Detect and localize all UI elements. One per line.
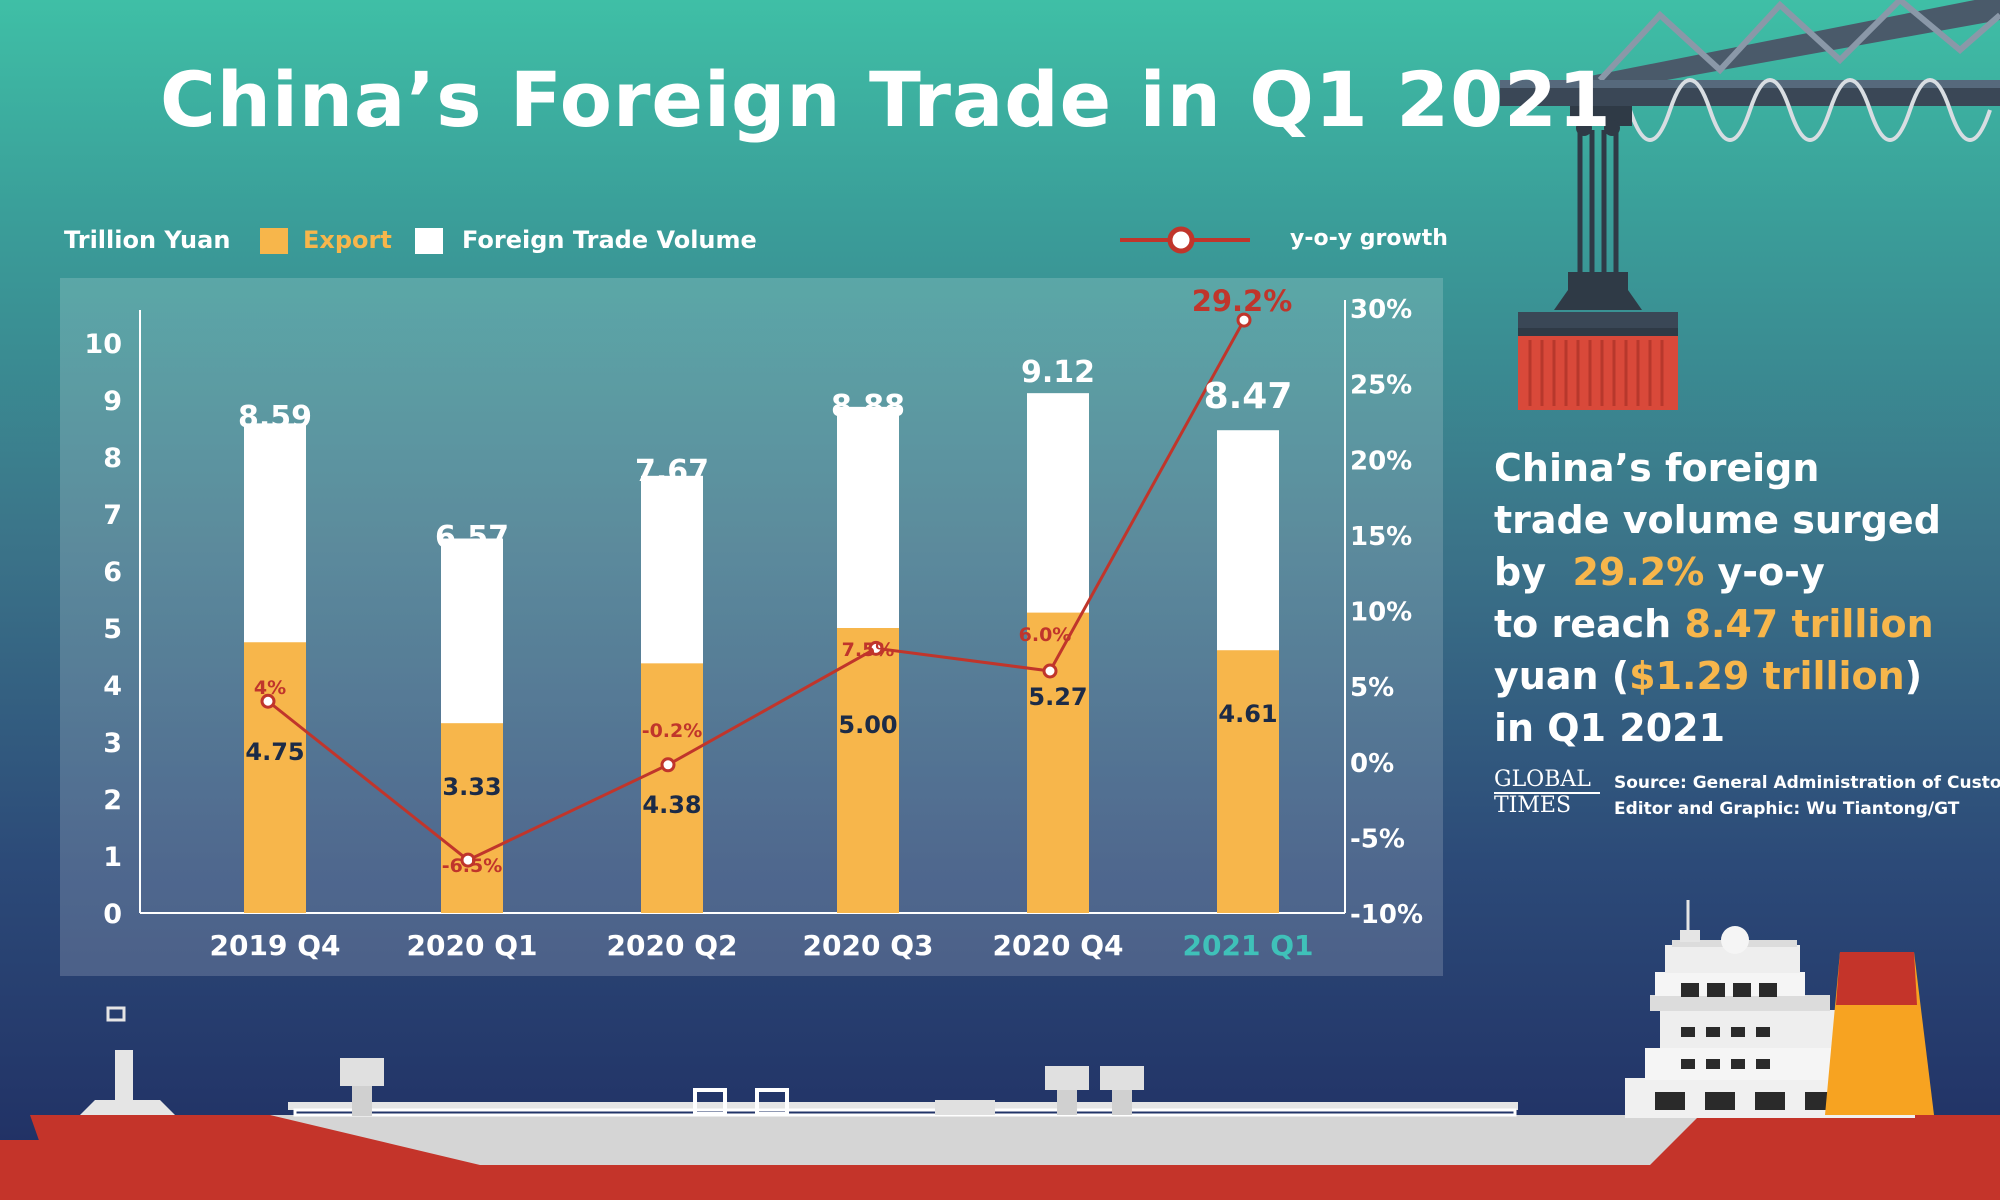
legend-swatch-volume — [415, 228, 443, 254]
growth-label: -6.5% — [442, 855, 503, 877]
legend-growth-marker — [1120, 226, 1250, 254]
growth-polyline — [267, 319, 1246, 862]
bars — [244, 393, 1279, 913]
global-times-logo: GLOBAL TIMES — [1494, 768, 1600, 818]
y2-tick-label: 20% — [1350, 446, 1412, 476]
legend-unit: Trillion Yuan — [64, 226, 231, 254]
growth-point — [1042, 663, 1058, 679]
bar-export — [641, 663, 703, 913]
legend-swatch-export — [260, 228, 288, 254]
source-credits: Source: General Administration of Custom… — [1614, 770, 2000, 822]
export-label: 4.61 — [1218, 700, 1277, 728]
y-tick-label: 8 — [103, 443, 122, 474]
volume-label: 8.59 — [238, 400, 312, 435]
page-title: China’s Foreign Trade in Q1 2021 — [160, 55, 1612, 144]
legend-volume: Foreign Trade Volume — [462, 226, 757, 254]
export-label: 4.75 — [245, 738, 304, 766]
axes: 0 1 2 3 4 5 6 7 8 9 10 -10% -5% 0% 5% 10% 15% 20% 25% 30% — [84, 295, 1423, 930]
y2-tick-label: 15% — [1350, 522, 1412, 552]
volume-label: 8.88 — [831, 389, 905, 424]
y2-tick-label: 5% — [1350, 673, 1394, 703]
y2-tick-label: 10% — [1350, 598, 1412, 628]
y2-tick-label: -10% — [1350, 900, 1423, 930]
y-tick-label: 3 — [103, 728, 122, 759]
growth-point — [460, 852, 476, 868]
x-tick-label: 2019 Q4 — [210, 929, 341, 962]
summary-growth-highlight: 29.2% — [1572, 550, 1705, 594]
y2-tick-label: -5% — [1350, 824, 1405, 854]
summary-line-2: trade volume surged — [1494, 498, 1941, 542]
export-label: 4.38 — [642, 791, 701, 819]
y-tick-label: 1 — [103, 842, 122, 873]
y2-tick-label: 25% — [1350, 371, 1412, 401]
bar-export — [1027, 612, 1089, 913]
growth-label: -0.2% — [642, 720, 703, 742]
y2-tick-label: 0% — [1350, 749, 1394, 779]
summary-text: China’s foreign trade volume surged by 2… — [1494, 442, 1974, 754]
bar-export — [837, 628, 899, 913]
growth-point — [660, 757, 676, 773]
export-label: 5.00 — [838, 711, 897, 739]
legend-growth: y-o-y growth — [1290, 226, 1448, 251]
x-tick-label: 2020 Q2 — [607, 929, 738, 962]
y-tick-label: 2 — [103, 785, 122, 816]
y-tick-label: 0 — [103, 899, 122, 930]
growth-label: 6.0% — [1019, 624, 1072, 646]
legend-export: Export — [303, 226, 392, 254]
ship-illustration — [0, 900, 2000, 1200]
summary-line-5: yuan ($1.29 trillion) — [1494, 654, 1923, 698]
summary-usd-highlight: $1.29 trillion — [1629, 654, 1905, 698]
bar-export — [244, 642, 306, 913]
y2-tick-label: 30% — [1350, 295, 1412, 325]
bar-export — [441, 723, 503, 913]
summary-line-4: to reach 8.47 trillion — [1494, 602, 1934, 646]
y-tick-label: 4 — [103, 671, 122, 702]
growth-point — [868, 640, 884, 656]
summary-volume-highlight: 8.47 trillion — [1684, 602, 1934, 646]
y-tick-label: 7 — [103, 500, 122, 531]
y-tick-label: 9 — [103, 386, 122, 417]
growth-label: 4% — [254, 677, 286, 699]
summary-line-3: by 29.2% y-o-y — [1494, 550, 1825, 594]
volume-label: 6.57 — [435, 520, 509, 555]
summary-line-6: in Q1 2021 — [1494, 706, 1726, 750]
volume-label: 9.12 — [1021, 355, 1095, 390]
y-tick-label: 6 — [103, 557, 122, 588]
growth-point — [1236, 312, 1252, 328]
x-tick-label: 2020 Q3 — [803, 929, 934, 962]
growth-label: 7.5% — [842, 639, 895, 661]
crane-illustration — [1500, 0, 2000, 410]
summary-line-1: China’s foreign — [1494, 446, 1820, 490]
editor-text: Editor and Graphic: Wu Tiantong/GT — [1614, 799, 1960, 819]
growth-line — [260, 312, 1252, 868]
source-text: Source: General Administration of Custom… — [1614, 773, 2000, 793]
export-label: 5.27 — [1028, 683, 1087, 711]
bar-export — [1217, 650, 1279, 913]
volume-label: 8.47 — [1204, 376, 1293, 417]
y-tick-label: 5 — [103, 614, 122, 645]
x-tick-label: 2020 Q4 — [993, 929, 1124, 962]
x-tick-label: 2021 Q1 — [1183, 929, 1314, 962]
y-tick-label: 10 — [84, 329, 122, 360]
growth-label: 29.2% — [1192, 284, 1293, 318]
x-tick-label: 2020 Q1 — [407, 929, 538, 962]
export-label: 3.33 — [442, 773, 501, 801]
volume-label: 7.67 — [635, 454, 709, 489]
data-labels: 2019 Q4 2020 Q1 2020 Q2 2020 Q3 2020 Q4 2021 … — [210, 284, 1314, 962]
growth-point — [260, 693, 276, 709]
